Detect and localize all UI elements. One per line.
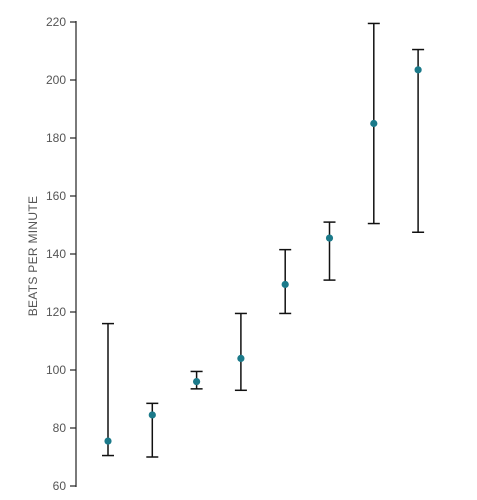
y-tick-label: 200 xyxy=(46,73,66,87)
error-bars xyxy=(102,22,425,458)
data-points xyxy=(104,66,422,445)
data-point xyxy=(370,119,378,128)
y-tick-label: 80 xyxy=(53,421,67,435)
data-point xyxy=(281,280,289,289)
data-point xyxy=(414,66,422,74)
axes: 60 80 100 120 140 160 180 200 220 xyxy=(46,15,77,493)
y-tick-label: 160 xyxy=(46,189,66,203)
error-bar xyxy=(412,48,425,233)
data-point xyxy=(325,234,334,242)
y-tick-label: 60 xyxy=(53,479,67,493)
data-point xyxy=(193,378,201,386)
error-bar xyxy=(102,322,114,457)
y-tick-label: 220 xyxy=(46,15,66,29)
data-point xyxy=(237,354,245,362)
error-bar xyxy=(323,221,336,281)
y-tick-label: 180 xyxy=(46,131,66,145)
y-tick-label: 100 xyxy=(46,363,66,377)
y-tick-label: 120 xyxy=(46,305,66,319)
data-point xyxy=(148,411,156,419)
y-tick-label: 140 xyxy=(46,247,66,261)
y-axis-title: BEATS PER MINUTE xyxy=(26,196,40,317)
data-point xyxy=(104,437,112,445)
error-bar xyxy=(234,312,247,392)
